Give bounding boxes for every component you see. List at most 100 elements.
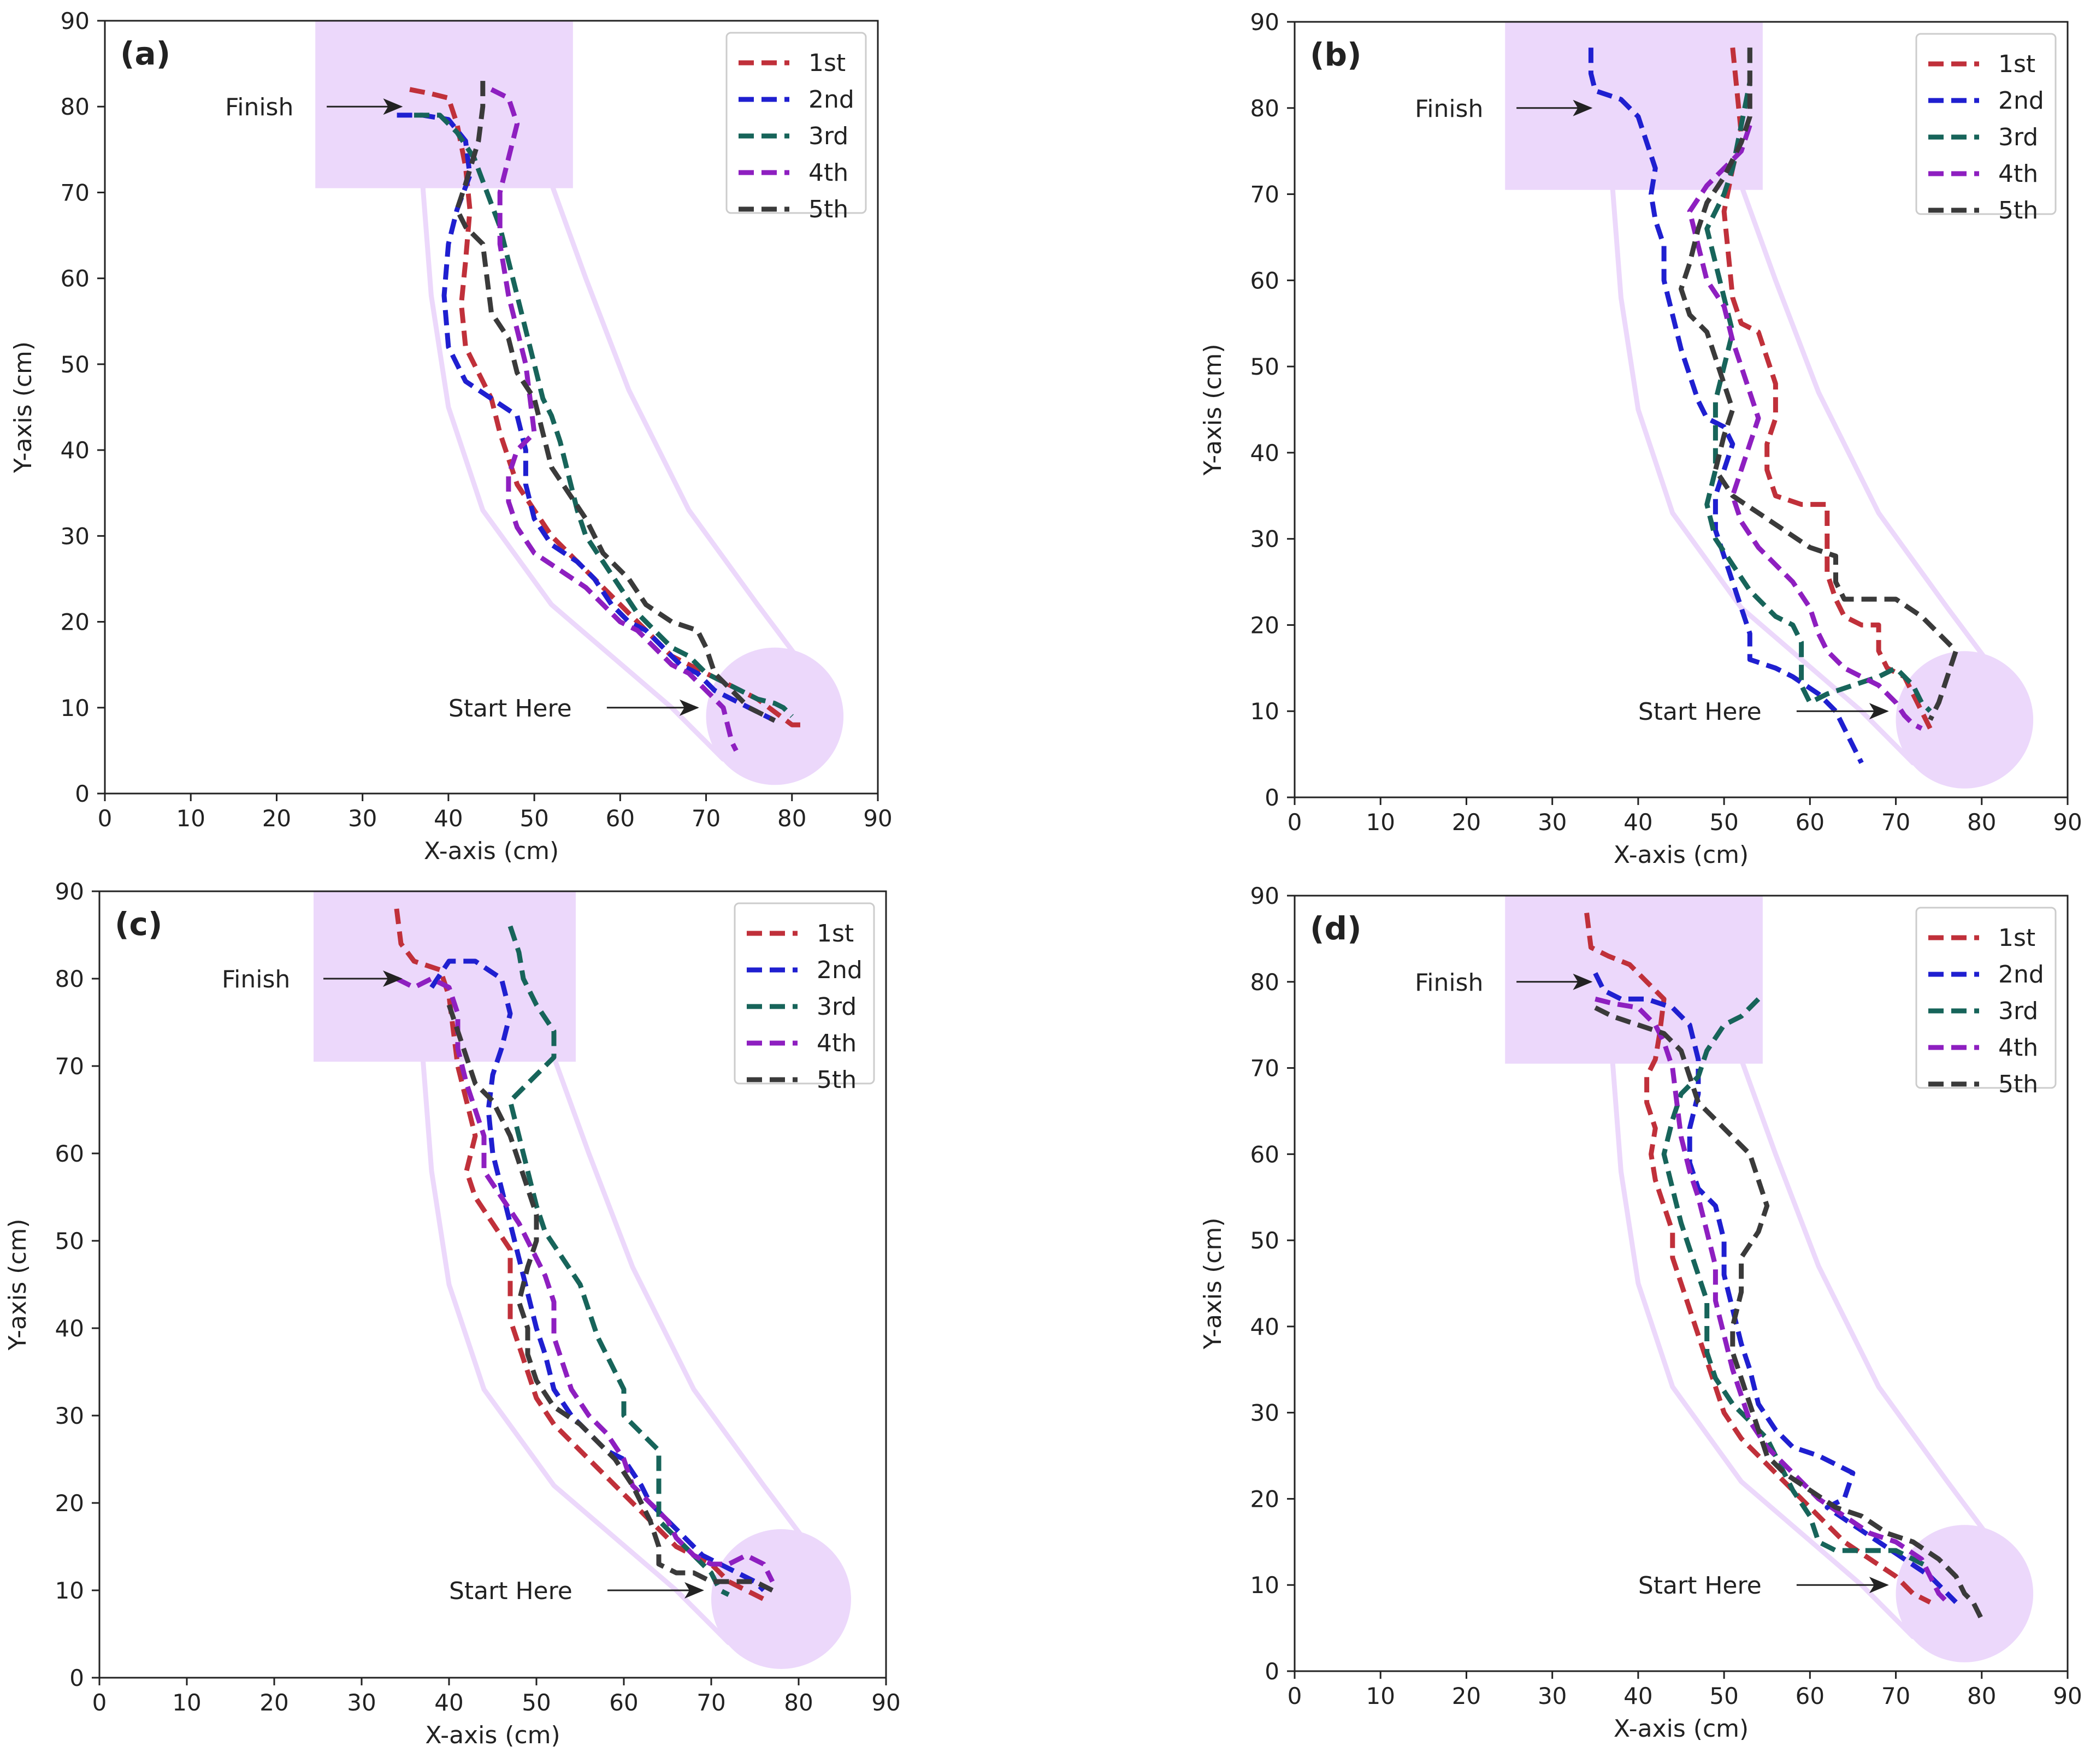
y-tick-label: 90 — [55, 878, 84, 905]
y-tick-label: 80 — [1250, 969, 1279, 996]
axes-frame — [1294, 895, 2069, 1672]
plot-area — [315, 21, 844, 785]
track-inner-boundary — [420, 1055, 731, 1645]
y-tick-label: 50 — [1250, 1227, 1279, 1254]
y-tick-label: 30 — [61, 523, 90, 549]
finish-annotation-text: Finish — [225, 93, 293, 121]
legend-label: 3rd — [817, 993, 857, 1021]
legend: 1st 2nd 3rd 4th 5th — [734, 902, 875, 1094]
y-tick-label: 50 — [55, 1228, 84, 1254]
y-tick-label: 90 — [1250, 9, 1279, 35]
plot-area — [1505, 896, 2034, 1662]
panel-label: (b) — [1310, 36, 1362, 73]
legend-label: 2nd — [1998, 961, 2044, 988]
legend-label: 4th — [817, 1029, 857, 1057]
series-1st-line — [394, 908, 765, 1602]
x-tick-label: 30 — [1538, 809, 1567, 836]
y-tick-label: 10 — [1250, 698, 1279, 725]
x-tick-label: 0 — [98, 805, 113, 832]
track-inner-boundary — [420, 181, 726, 762]
x-tick-label: 40 — [434, 805, 463, 832]
legend-label: 4th — [808, 159, 848, 187]
panel-label: (a) — [120, 35, 170, 72]
x-tick-label: 20 — [259, 1689, 288, 1716]
x-tick-label: 20 — [262, 805, 291, 832]
y-tick-label: 20 — [55, 1490, 84, 1517]
series-5th-line — [1679, 48, 1959, 721]
axes-frame — [98, 890, 887, 1679]
y-axis-label: Y-axis (cm) — [1199, 1217, 1227, 1349]
x-tick-label: 70 — [1881, 809, 1910, 836]
start-annotation-text: Start Here — [448, 695, 572, 723]
legend-label: 1st — [808, 49, 846, 77]
y-tick-label: 80 — [55, 966, 84, 992]
x-tick-label: 20 — [1452, 1683, 1481, 1709]
legend: 1st 2nd 3rd 4th 5th — [725, 32, 867, 223]
legend-label: 4th — [1998, 160, 2038, 188]
track-outer-boundary — [549, 181, 812, 676]
series-2nd-line — [1588, 48, 1864, 764]
x-tick-label: 80 — [777, 805, 806, 832]
track-inner-boundary — [1610, 183, 1916, 766]
x-tick-label: 10 — [172, 1689, 201, 1716]
y-tick-label: 0 — [69, 1665, 84, 1691]
y-tick-label: 70 — [55, 1053, 84, 1080]
x-tick-label: 40 — [1623, 1683, 1652, 1709]
track-outer-boundary — [551, 1055, 819, 1558]
legend: 1st 2nd 3rd 4th 5th — [1915, 33, 2057, 224]
x-tick-label: 70 — [696, 1689, 725, 1716]
chart-panel: 0 10 20 30 40 50 60 70 80 90 0 10 20 30 40 50 60 70 80 90 X-… — [9, 8, 893, 865]
y-tick-label: 0 — [1265, 784, 1279, 811]
x-tick-label: 80 — [1967, 809, 1996, 836]
x-tick-label: 0 — [1288, 809, 1302, 836]
legend-label: 2nd — [1998, 87, 2044, 115]
legend-label: 5th — [808, 196, 848, 223]
y-tick-label: 30 — [1250, 526, 1279, 553]
legend-label: 5th — [1998, 1070, 2038, 1098]
legend-box — [1915, 33, 2057, 215]
series-4th-line — [1687, 124, 1923, 731]
x-tick-label: 40 — [1623, 809, 1652, 836]
y-tick-label: 10 — [55, 1577, 84, 1604]
y-tick-label: 20 — [1250, 612, 1279, 638]
legend-label: 3rd — [1998, 123, 2038, 151]
panel-label: (d) — [1310, 910, 1362, 947]
axes-frame — [1294, 21, 2069, 798]
x-tick-label: 80 — [1967, 1683, 1996, 1709]
x-axis-label: X-axis (cm) — [425, 1721, 560, 1749]
finish-annotation-text: Finish — [1415, 95, 1483, 123]
start-annotation-text: Start Here — [1638, 698, 1762, 726]
start-circle — [1896, 651, 2034, 789]
panel-label: (c) — [115, 905, 162, 943]
x-tick-label: 10 — [1366, 1683, 1395, 1709]
x-tick-label: 20 — [1452, 809, 1481, 836]
finish-region — [1505, 22, 1763, 190]
x-axis-label: X-axis (cm) — [424, 837, 559, 865]
x-tick-label: 90 — [2053, 809, 2082, 836]
x-tick-label: 10 — [176, 805, 205, 832]
finish-annotation-text: Finish — [222, 966, 290, 993]
y-tick-label: 60 — [61, 265, 90, 292]
x-tick-label: 50 — [522, 1689, 551, 1716]
y-axis-label: Y-axis (cm) — [4, 1218, 32, 1351]
series-1st-line — [1584, 913, 1932, 1605]
y-tick-label: 40 — [55, 1315, 84, 1342]
chart-panel: 0 10 20 30 40 50 60 70 80 90 0 10 20 30 40 50 60 70 80 90 X-… — [1199, 883, 2082, 1743]
legend-label: 1st — [817, 920, 854, 948]
legend-label: 2nd — [808, 86, 854, 114]
series-4th-line — [490, 87, 739, 752]
plot-area — [314, 891, 851, 1669]
y-tick-label: 70 — [1250, 1055, 1279, 1082]
start-annotation-text: Start Here — [1638, 1572, 1762, 1600]
start-annotation-text: Start Here — [449, 1577, 572, 1605]
y-tick-label: 90 — [61, 8, 90, 34]
track-outer-boundary — [1739, 1057, 2002, 1553]
y-tick-label: 60 — [55, 1140, 84, 1167]
legend-box — [725, 32, 867, 214]
legend: 1st 2nd 3rd 4th 5th — [1915, 907, 2057, 1098]
y-tick-label: 40 — [1250, 1313, 1279, 1340]
plot-area — [1505, 22, 2034, 789]
legend-box — [1915, 907, 2057, 1089]
y-tick-label: 10 — [61, 695, 90, 721]
y-axis-label: Y-axis (cm) — [1199, 344, 1227, 476]
